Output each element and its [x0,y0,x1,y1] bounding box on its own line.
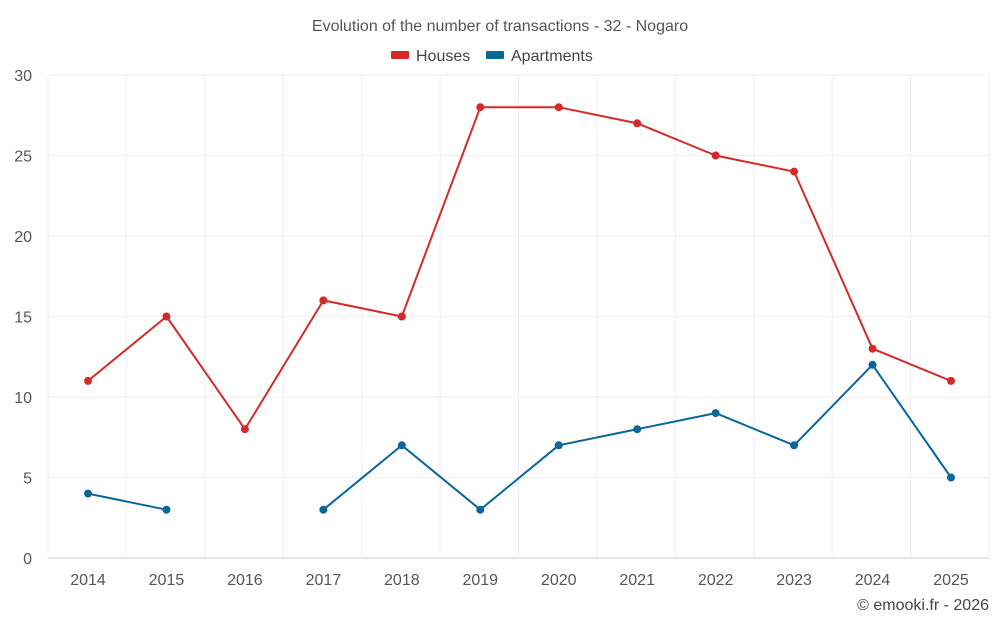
legend: Houses Apartments [391,48,593,65]
data-point-apartments[interactable] [84,489,92,498]
data-point-houses[interactable] [397,312,406,321]
data-point-houses[interactable] [711,151,720,160]
chart-title: Evolution of the number of transactions … [312,18,688,35]
series-apartments [84,360,955,514]
y-tick-label: 25 [14,149,32,166]
y-tick-label: 5 [23,471,32,488]
x-tick-label: 2023 [776,572,812,589]
series-line-apartments [87,492,167,511]
legend-item-apartments[interactable]: Apartments [486,48,593,65]
legend-swatch-houses [391,51,409,59]
data-point-apartments[interactable] [633,425,642,434]
data-point-houses[interactable] [162,312,171,321]
legend-label-apartments: Apartments [511,48,593,65]
y-tick-label: 20 [14,229,32,246]
series-line-houses [87,106,952,431]
credit-text: © emooki.fr - 2026 [857,597,989,614]
legend-label-houses: Houses [416,48,470,65]
x-tick-label: 2021 [619,572,655,589]
x-tick-label: 2019 [462,572,498,589]
data-point-apartments[interactable] [397,441,406,450]
data-point-apartments[interactable] [476,505,485,514]
y-tick-label: 30 [14,68,32,85]
x-tick-label: 2016 [227,572,263,589]
x-tick-label: 2014 [70,572,106,589]
x-tick-label: 2018 [384,572,420,589]
data-point-houses[interactable] [476,103,485,112]
data-point-houses[interactable] [240,425,249,434]
y-axis-ticks: 0 5 10 15 20 25 30 [14,68,32,568]
x-tick-label: 2022 [698,572,734,589]
x-tick-label: 2020 [541,572,577,589]
x-axis-ticks: 2014 2015 2016 2017 2018 2019 2020 2021 2022 2023… [70,572,969,589]
series-houses [84,103,955,434]
data-point-apartments[interactable] [554,441,563,450]
legend-swatch-apartments [486,51,504,59]
data-point-houses[interactable] [947,376,955,385]
x-tick-label: 2015 [149,572,185,589]
y-tick-label: 0 [23,551,32,568]
data-point-houses[interactable] [554,103,563,112]
x-tick-label: 2024 [855,572,891,589]
data-point-apartments[interactable] [319,505,328,514]
x-tick-label: 2017 [306,572,342,589]
data-point-houses[interactable] [319,296,328,305]
data-point-houses[interactable] [868,344,877,353]
y-tick-label: 15 [14,310,32,327]
x-tick-label: 2025 [933,572,969,589]
data-point-houses[interactable] [84,376,92,385]
data-point-apartments[interactable] [711,409,720,418]
data-point-houses[interactable] [633,119,642,128]
series-line-apartments [322,363,952,511]
data-point-apartments[interactable] [790,441,799,450]
data-point-houses[interactable] [790,167,799,176]
data-point-apartments[interactable] [162,505,171,514]
series-layer [84,103,955,514]
data-point-apartments[interactable] [868,360,877,369]
legend-item-houses[interactable]: Houses [391,48,470,65]
data-point-apartments[interactable] [947,473,955,482]
y-tick-label: 10 [14,390,32,407]
